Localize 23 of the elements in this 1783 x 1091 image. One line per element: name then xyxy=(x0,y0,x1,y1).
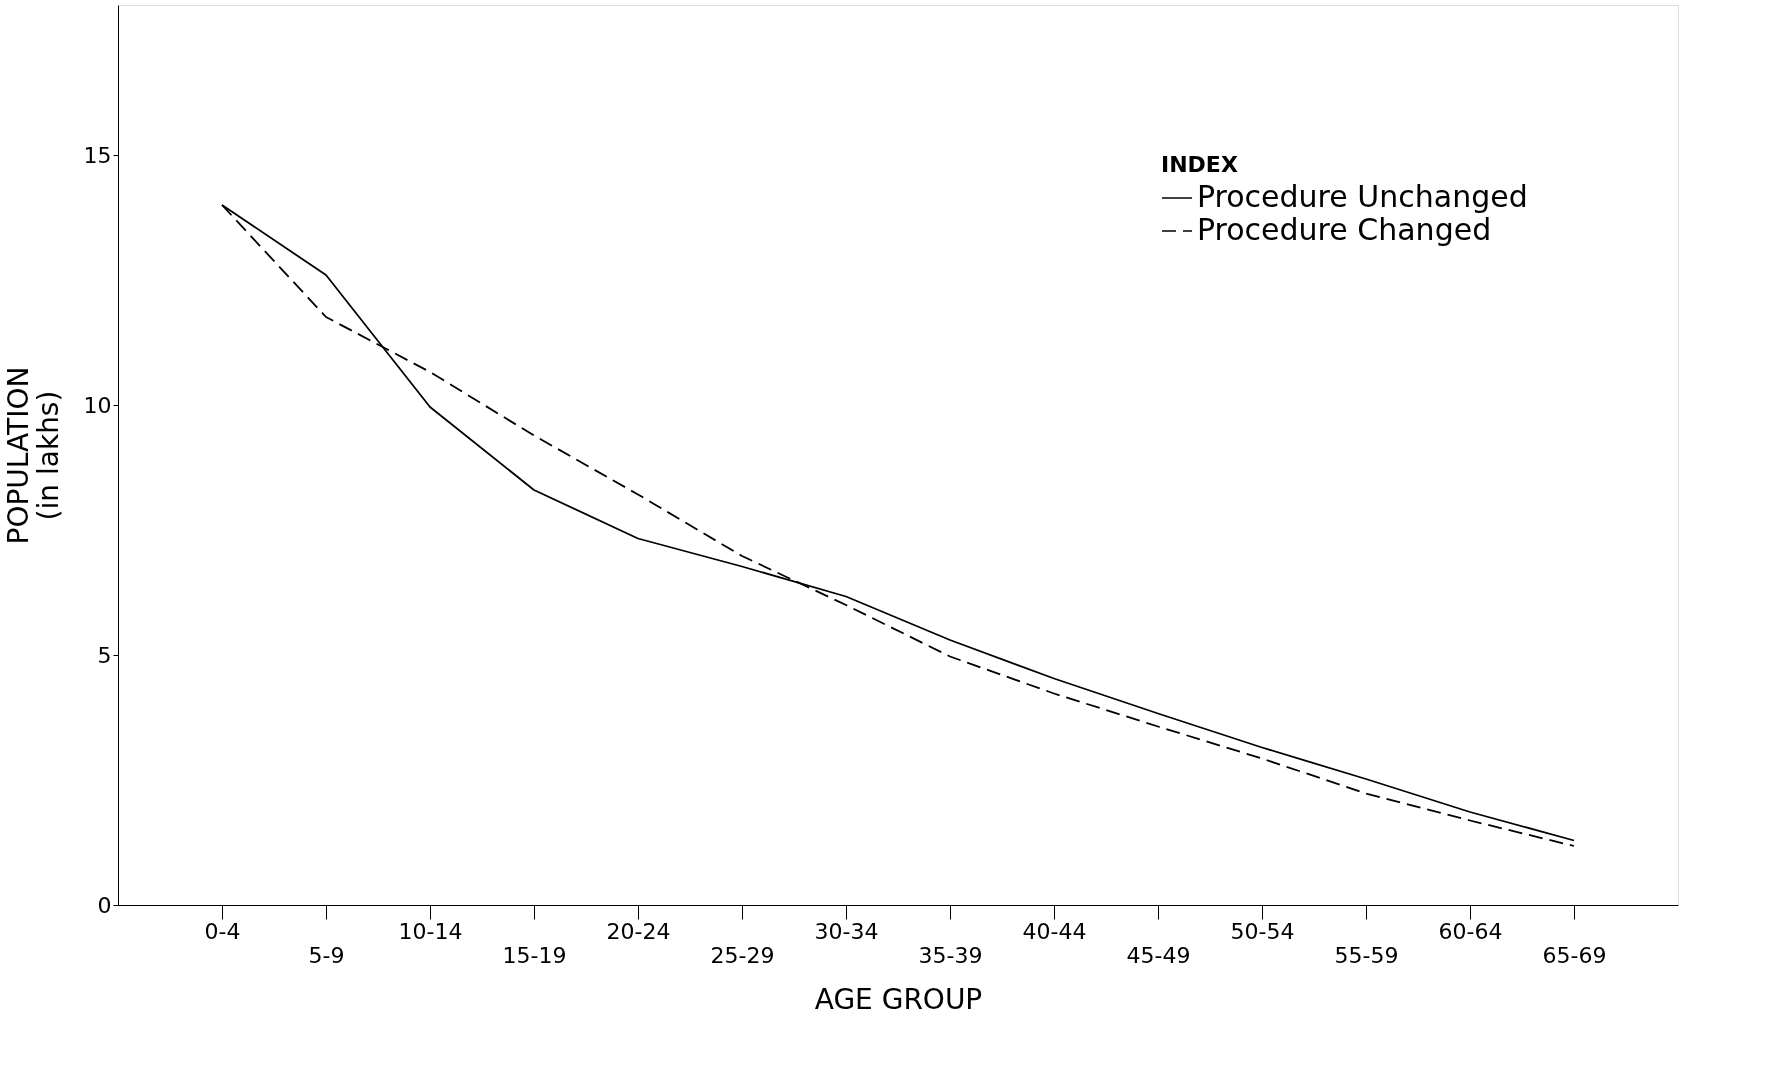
x-tick-label: 10-14 xyxy=(398,918,463,944)
legend-label: Procedure Unchanged xyxy=(1197,179,1528,214)
legend-title: INDEX xyxy=(1161,152,1238,177)
x-tick-label: 60-64 xyxy=(1438,918,1503,944)
legend-label: Procedure Changed xyxy=(1197,212,1492,247)
x-tick-label: 15-19 xyxy=(502,942,567,968)
x-tick-label: 65-69 xyxy=(1542,942,1607,968)
x-tick-label: 35-39 xyxy=(918,942,983,968)
x-axis-title: AGE GROUP xyxy=(814,982,983,1016)
y-tick-label: 5 xyxy=(97,642,112,668)
x-tick-label: 5-9 xyxy=(308,942,345,968)
y-axis-title: POPULATION (in lakhs) xyxy=(1,366,65,545)
x-tick-label: 45-49 xyxy=(1126,942,1191,968)
y-tick-label: 0 xyxy=(97,892,112,918)
x-tick-label: 0-4 xyxy=(204,918,241,944)
y-tick-label: 15 xyxy=(83,142,112,168)
x-tick-label: 55-59 xyxy=(1334,942,1399,968)
x-tick-label: 20-24 xyxy=(606,918,671,944)
y-tick-label: 10 xyxy=(83,392,112,418)
x-tick-label: 25-29 xyxy=(710,942,775,968)
x-tick-label: 40-44 xyxy=(1022,918,1087,944)
x-tick-label: 30-34 xyxy=(814,918,879,944)
x-tick-label: 50-54 xyxy=(1230,918,1295,944)
